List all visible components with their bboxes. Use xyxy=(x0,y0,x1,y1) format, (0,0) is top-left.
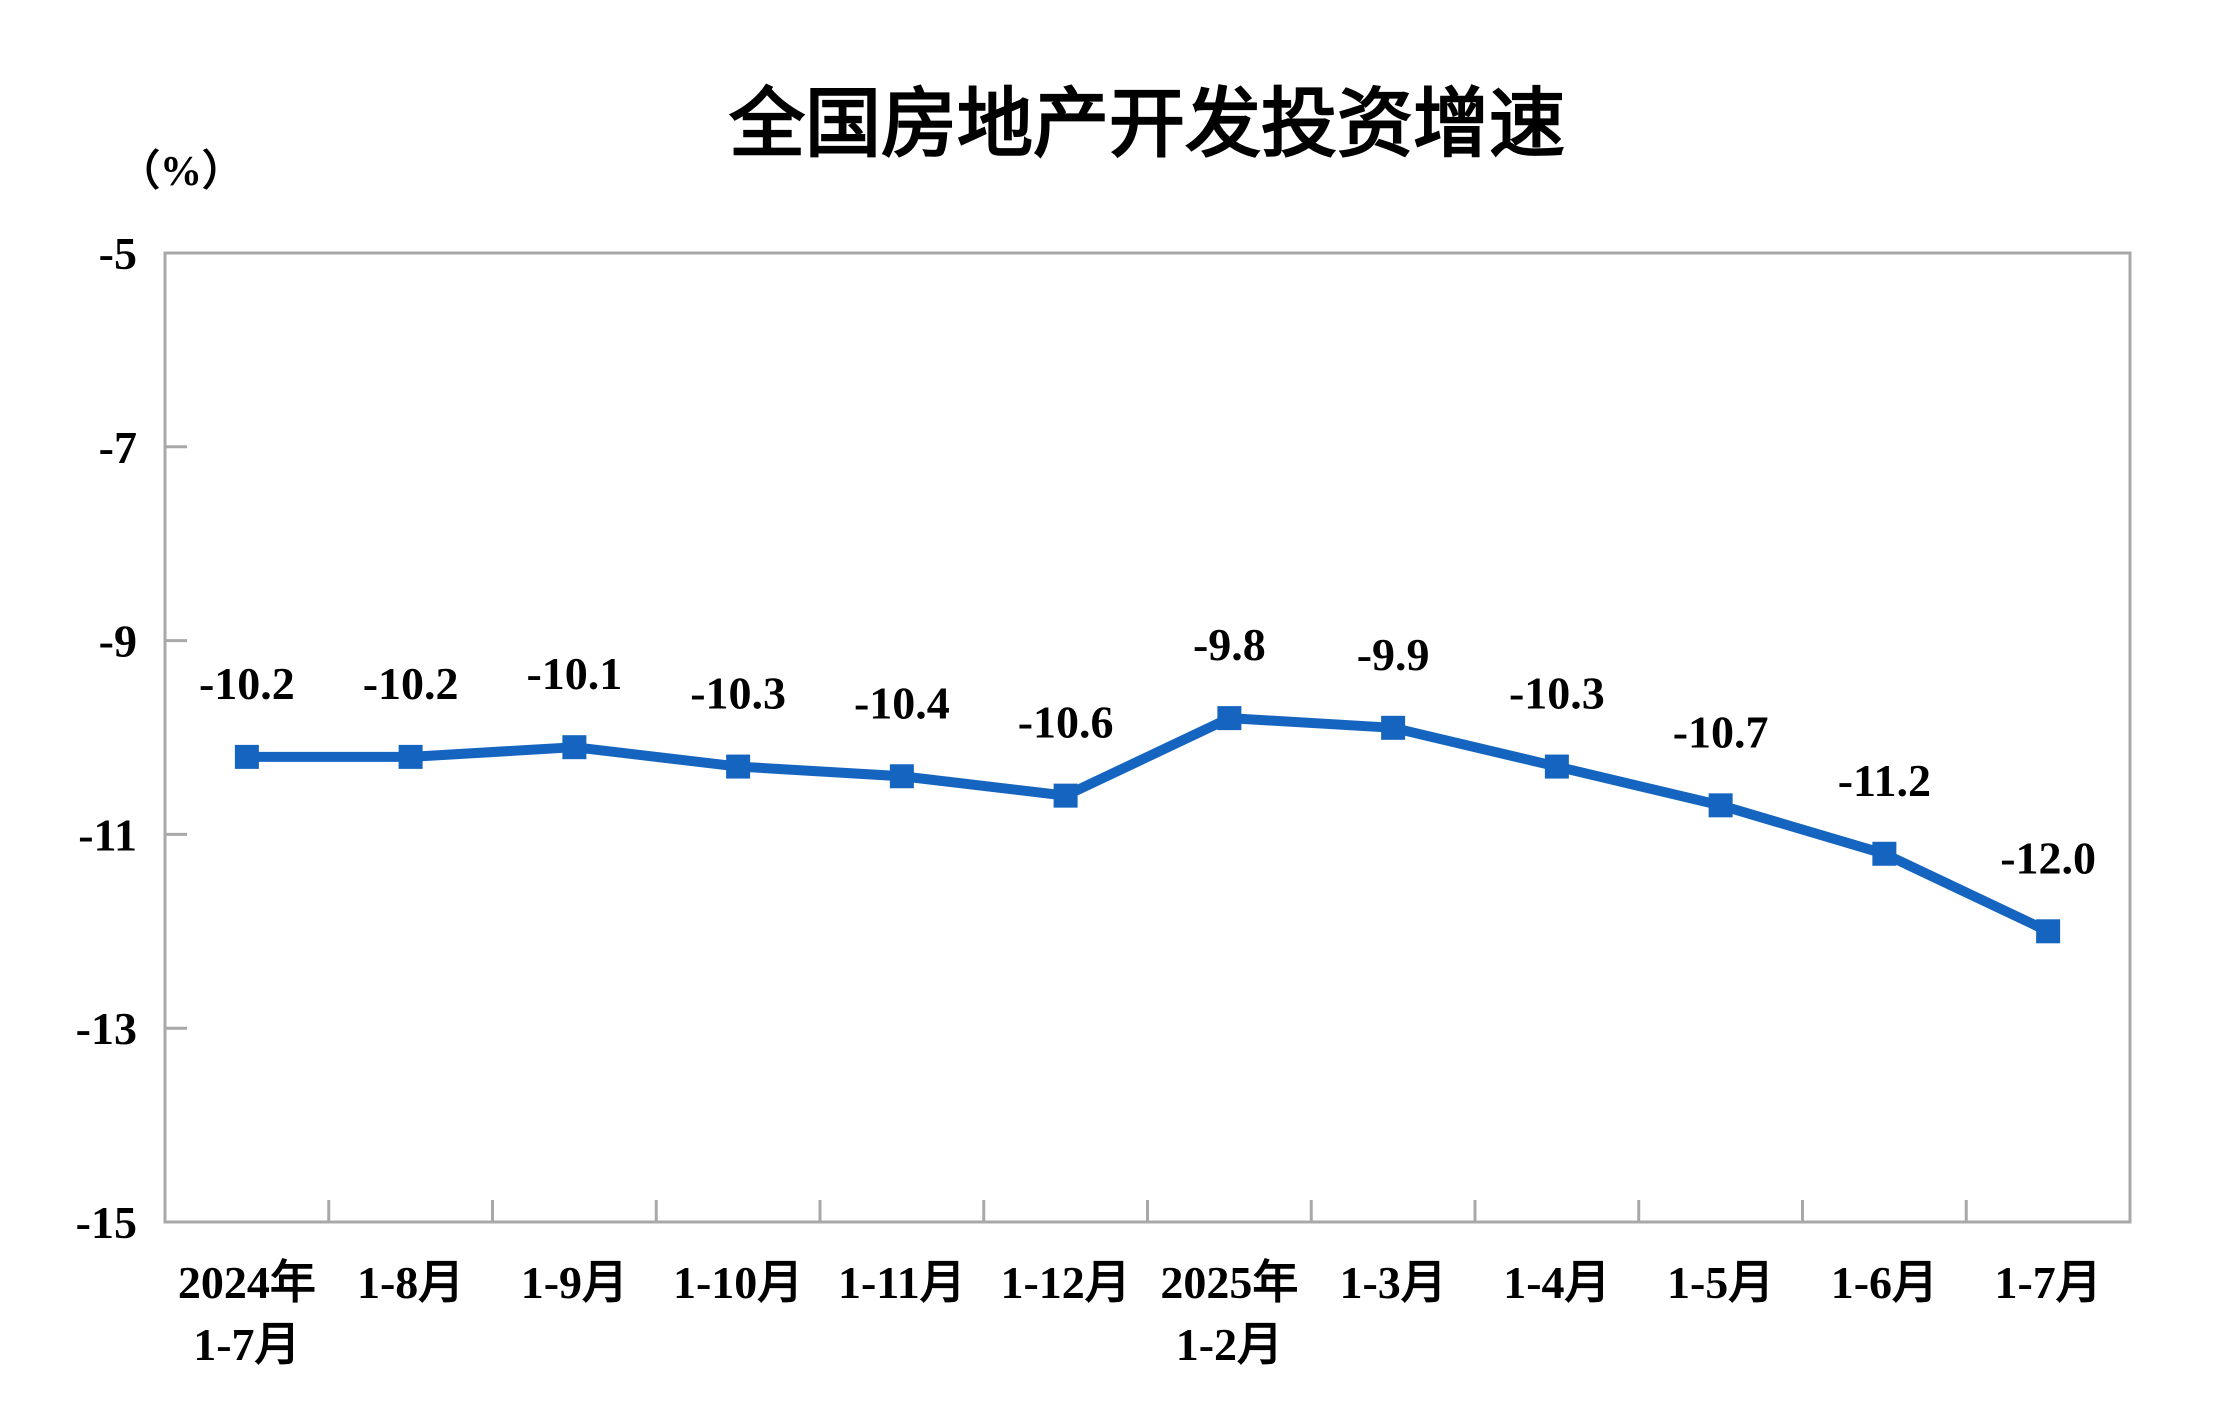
data-point-label: -10.7 xyxy=(1673,706,1769,757)
data-point-label: -10.3 xyxy=(690,668,786,719)
y-tick-label: -15 xyxy=(76,1197,137,1248)
y-tick-label: -5 xyxy=(99,228,137,279)
x-tick-label: 1-3月 xyxy=(1339,1257,1446,1308)
data-point-label: -11.2 xyxy=(1838,755,1931,806)
data-point-label: -9.9 xyxy=(1357,629,1430,680)
chart-title: 全国房地产开发投资增速 xyxy=(728,83,1565,167)
x-tick-label: 1-5月 xyxy=(1667,1257,1774,1308)
data-point-marker xyxy=(2036,919,2061,944)
x-tick-label: 1-8月 xyxy=(357,1257,464,1308)
data-point-marker xyxy=(726,754,751,779)
x-tick-label: 1-4月 xyxy=(1503,1257,1610,1308)
data-point-marker xyxy=(1544,754,1569,779)
data-point-label: -10.2 xyxy=(199,658,295,709)
x-tick-label: 1-7月 xyxy=(1994,1257,2101,1308)
data-point-marker xyxy=(1217,706,1242,731)
data-point-marker xyxy=(234,744,259,769)
plot-border xyxy=(163,251,2132,1224)
data-point-marker xyxy=(1053,783,1078,808)
x-tick-label: 1-6月 xyxy=(1831,1257,1938,1308)
data-point-label: -10.6 xyxy=(1018,697,1114,748)
data-point-label: -10.2 xyxy=(363,658,459,709)
data-point-label: -9.8 xyxy=(1193,619,1266,670)
y-tick-label: -11 xyxy=(78,809,137,860)
data-point-label: -10.4 xyxy=(854,677,950,728)
x-tick-label: 1-12月 xyxy=(1000,1257,1130,1308)
x-tick-label: 1-7月 xyxy=(193,1319,300,1370)
y-axis-unit-label: （%） xyxy=(118,148,244,195)
x-tick-label: 1-2月 xyxy=(1176,1319,1283,1370)
data-point-marker xyxy=(1708,793,1733,818)
data-point-marker xyxy=(889,764,914,789)
y-tick-label: -7 xyxy=(99,422,137,473)
x-tick-label: 1-9月 xyxy=(521,1257,628,1308)
data-point-marker xyxy=(398,744,423,769)
data-point-label: -10.1 xyxy=(526,648,622,699)
data-point-label: -10.3 xyxy=(1509,668,1605,719)
data-point-label: -12.0 xyxy=(2000,832,2096,883)
x-tick-label: 2025年 xyxy=(1160,1257,1298,1308)
data-point-marker xyxy=(562,735,587,760)
x-tick-label: 1-11月 xyxy=(838,1257,966,1308)
y-tick-label: -13 xyxy=(76,1003,137,1054)
x-tick-label: 2024年 xyxy=(178,1257,316,1308)
y-tick-label: -9 xyxy=(99,616,137,667)
series-line xyxy=(241,713,2054,937)
data-point-marker xyxy=(1381,715,1406,740)
plot-area: -5 -7 -9 -11 -13 -15 2024年 1-7月 1-8月 1-9月 1-10月 1-1… xyxy=(76,228,2132,1370)
x-tick-label: 1-10月 xyxy=(673,1257,803,1308)
data-point-marker xyxy=(1872,841,1897,866)
